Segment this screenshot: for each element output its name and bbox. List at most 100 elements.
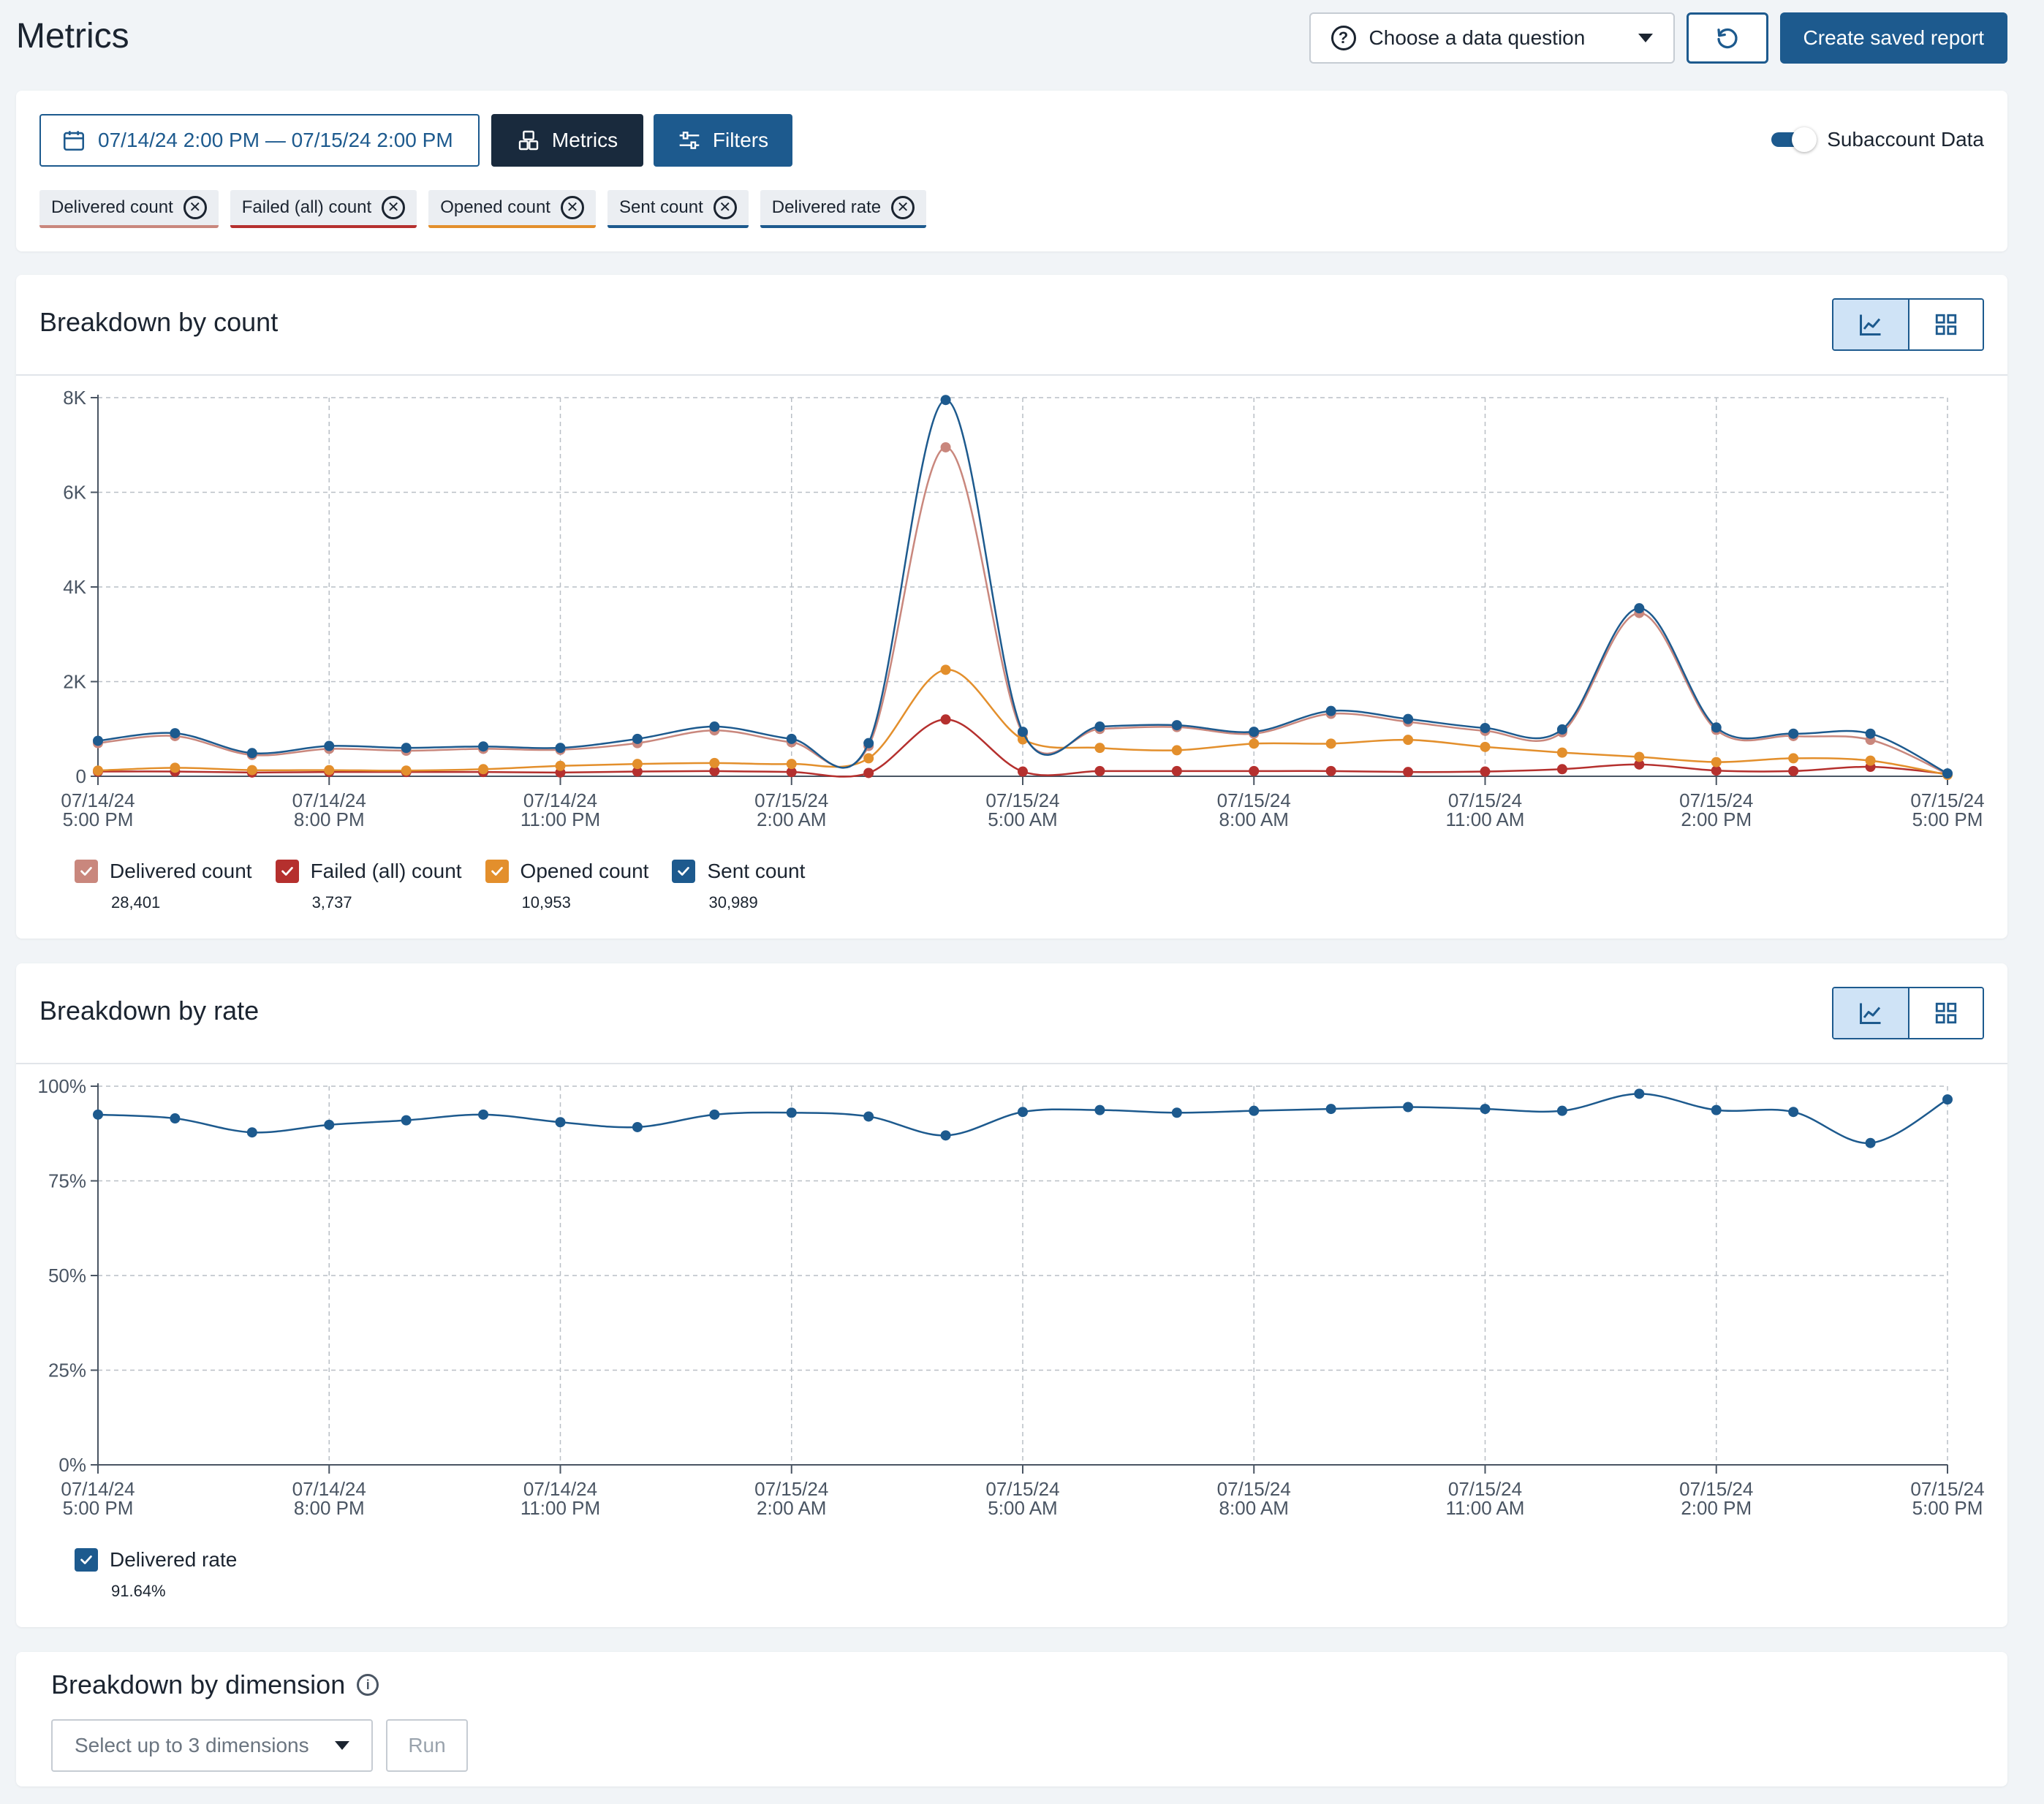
data-point [632,733,643,744]
date-range-button[interactable]: 07/14/24 2:00 PM — 07/15/24 2:00 PM [39,114,480,167]
filters-button[interactable]: Filters [654,114,792,167]
remove-chip-icon[interactable]: ✕ [560,196,584,219]
data-point [478,741,489,752]
x-tick-label: 07/14/24 [292,789,366,811]
data-point [1249,765,1260,776]
reset-button[interactable] [1686,12,1768,64]
data-point [863,738,874,748]
y-tick-label: 50% [48,1265,86,1286]
data-question-select[interactable]: ? Choose a data question [1309,12,1675,64]
metrics-button[interactable]: Metrics [491,114,643,167]
legend-label: Delivered count [110,860,252,882]
remove-chip-icon[interactable]: ✕ [382,196,406,219]
checkbox-checked-icon[interactable] [485,860,509,883]
date-range-label: 07/14/24 2:00 PM — 07/15/24 2:00 PM [98,129,453,151]
data-point [1018,1107,1028,1118]
data-point [170,762,181,773]
data-point [93,765,103,776]
legend-item[interactable]: Sent count 30,989 [672,860,805,912]
x-tick-label: 8:00 AM [1219,808,1289,830]
x-tick-label: 07/14/24 [523,1478,597,1500]
checkbox-checked-icon[interactable] [75,860,98,883]
data-point [1865,728,1876,739]
grid-view-button[interactable] [1908,300,1983,349]
data-point [1942,768,1953,779]
grid-icon [1935,1002,1957,1024]
data-point [1403,713,1414,724]
data-point [1480,1104,1491,1115]
data-point [401,765,412,776]
data-point [863,1111,874,1122]
metric-chips: Delivered count ✕ Failed (all) count ✕ Opene… [39,190,927,228]
data-point [1403,735,1414,746]
metrics-label: Metrics [551,129,618,151]
card-header: Breakdown by rate [16,963,2007,1064]
y-tick-label: 75% [48,1170,86,1192]
data-point [478,1109,489,1120]
x-tick-label: 07/14/24 [61,1478,135,1500]
y-tick-label: 2K [63,671,86,693]
data-point [1788,728,1799,739]
run-button[interactable]: Run [386,1719,468,1772]
metric-chip: Failed (all) count ✕ [230,190,417,228]
data-point [1480,766,1491,777]
remove-chip-icon[interactable]: ✕ [183,196,207,219]
info-icon[interactable]: i [357,1674,379,1696]
data-point [786,767,797,778]
data-point [1711,722,1722,733]
data-point [709,1109,720,1120]
x-tick-label: 07/15/24 [1217,1478,1291,1500]
data-point [246,1127,257,1138]
line-chart-view-button[interactable] [1833,988,1908,1038]
data-point [324,1119,335,1130]
data-point [632,1121,643,1132]
chevron-down-icon [1638,34,1653,42]
data-point [1711,1104,1722,1115]
x-tick-label: 8:00 PM [294,808,365,830]
data-point [786,1107,797,1118]
data-point [1403,767,1414,778]
x-tick-label: 5:00 PM [63,1497,134,1519]
data-point [1711,757,1722,768]
y-tick-label: 4K [63,576,86,598]
data-point [1403,1102,1414,1113]
metric-chip-label: Opened count [440,197,550,217]
data-point [1094,1104,1105,1115]
breakdown-by-dimension-card: Breakdown by dimension i Select up to 3 … [16,1652,2007,1786]
legend-item[interactable]: Failed (all) count 3,737 [275,860,462,912]
checkbox-checked-icon[interactable] [275,860,299,883]
data-point [93,735,103,746]
metric-chip: Opened count ✕ [428,190,596,228]
top-actions: ? Choose a data question Create saved re… [1309,12,2007,64]
data-point [1556,764,1567,775]
data-point [863,768,874,778]
y-tick-label: 6K [63,482,86,504]
legend-item[interactable]: Delivered rate 91.64% [75,1548,237,1601]
data-point [1942,1094,1953,1105]
x-tick-label: 11:00 AM [1446,808,1525,830]
data-point [709,765,720,776]
line-chart-view-button[interactable] [1833,300,1908,349]
subaccount-toggle[interactable] [1771,127,1817,152]
y-tick-label: 0 [76,765,86,787]
checkbox-checked-icon[interactable] [672,860,696,883]
data-point [1094,743,1105,754]
x-tick-label: 07/15/24 [985,1478,1059,1500]
data-point [1171,720,1182,731]
x-tick-label: 07/15/24 [1448,789,1522,811]
create-saved-report-button[interactable]: Create saved report [1779,12,2007,64]
rate-legend: Delivered rate 91.64% [75,1548,237,1601]
remove-chip-icon[interactable]: ✕ [713,196,737,219]
data-point [940,395,951,406]
checkbox-checked-icon[interactable] [75,1548,98,1572]
data-point [401,1115,412,1126]
data-point [1018,766,1028,777]
dimension-select[interactable]: Select up to 3 dimensions [51,1719,373,1772]
data-point [1171,1107,1182,1118]
remove-chip-icon[interactable]: ✕ [891,196,915,219]
filter-bar: 07/14/24 2:00 PM — 07/15/24 2:00 PM Metr… [16,91,2007,251]
legend-item[interactable]: Delivered count 28,401 [75,860,252,912]
grid-view-button[interactable] [1908,988,1983,1038]
legend-item[interactable]: Opened count 10,953 [485,860,648,912]
